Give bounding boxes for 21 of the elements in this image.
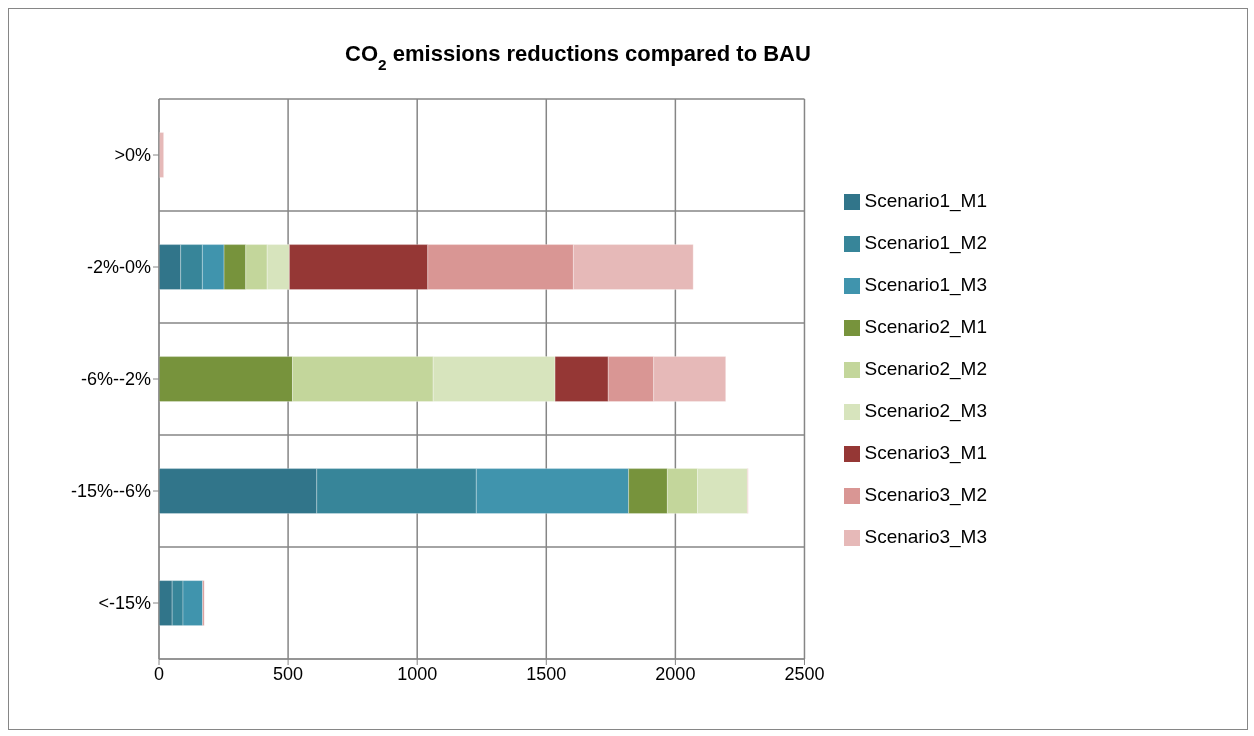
y-tick-label: -2%-0%: [86, 257, 151, 278]
x-tick-label: 2000: [655, 663, 696, 684]
legend-label: Scenario3_M1: [864, 442, 987, 463]
legend-label: Scenario2_M1: [864, 316, 987, 337]
x-tick-label: 1500: [526, 663, 567, 684]
legend-label: Scenario3_M3: [864, 526, 987, 547]
chart-title: CO$_{2}$ emissions reductions compared to BAU: [345, 41, 811, 73]
y-tick-label: -6%--2%: [80, 369, 151, 390]
y-tick-label: >0%: [114, 145, 151, 166]
y-tick-label: -15%--6%: [70, 481, 151, 502]
y-tick-label: <-15%: [98, 593, 151, 614]
x-tick-label: 0: [153, 663, 165, 684]
legend-label: Scenario1_M3: [864, 274, 987, 295]
x-tick-label: 2500: [784, 663, 825, 684]
legend-label: Scenario2_M2: [864, 358, 987, 379]
legend-label: Scenario1_M1: [864, 190, 987, 211]
x-tick-label: 1000: [397, 663, 438, 684]
legend-label: Scenario2_M3: [864, 400, 987, 421]
legend-label: Scenario3_M2: [864, 484, 987, 505]
legend-label: Scenario1_M2: [864, 232, 987, 253]
x-tick-label: 500: [273, 663, 304, 684]
